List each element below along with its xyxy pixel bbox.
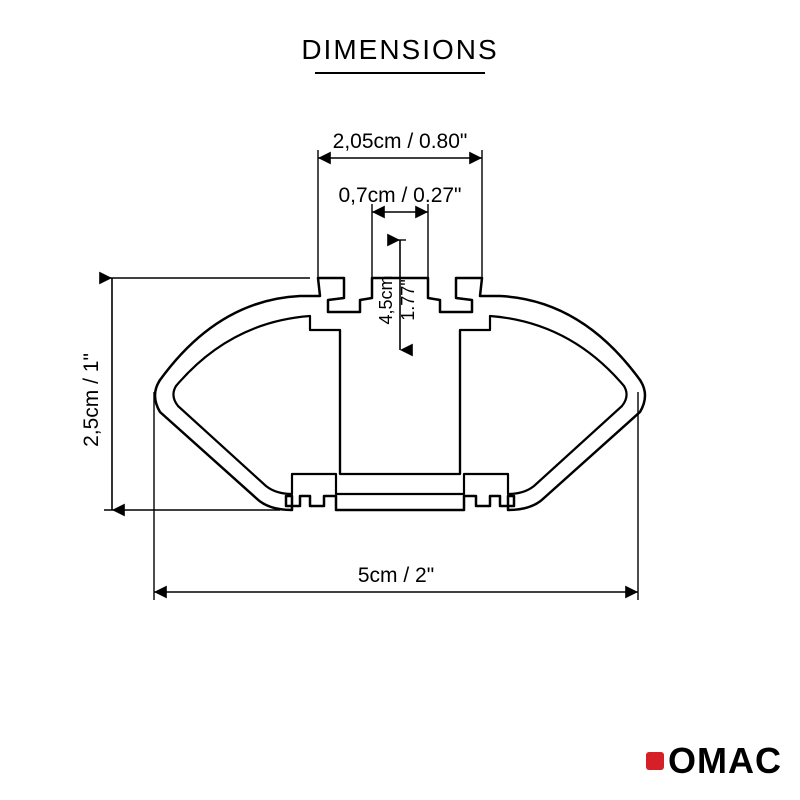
dim-depth-label1: 4,5cm [376,275,396,324]
dim-depth-label2: 1.77" [398,279,418,320]
dimension-diagram: 2,05cm / 0.80" 0,7cm / 0.27" 4,5cm 1.77"… [0,0,800,800]
dim-width-label: 5cm / 2" [358,564,434,587]
logo-dot-icon [646,752,664,770]
dim-height: 2,5cm / 1" [80,278,310,510]
logo-text: OMAC [668,740,782,781]
dim-width: 5cm / 2" [154,392,638,600]
dim-top-inner-label: 0,7cm / 0.27" [338,184,461,207]
dim-top-outer-label: 2,05cm / 0.80" [333,130,468,153]
dim-depth: 4,5cm 1.77" [376,240,418,350]
brand-logo: OMAC [646,740,782,782]
dim-height-label: 2,5cm / 1" [80,353,103,447]
